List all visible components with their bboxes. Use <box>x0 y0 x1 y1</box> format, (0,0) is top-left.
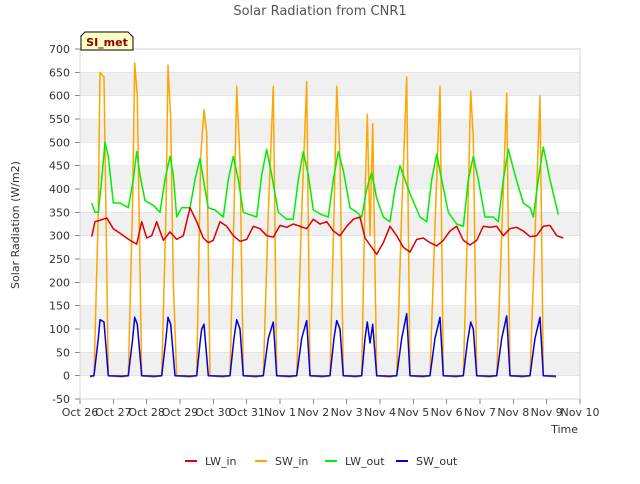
x-tick-label: Nov 7 <box>464 406 496 419</box>
y-tick-label: 300 <box>49 230 70 243</box>
x-tick-label: Oct 31 <box>228 406 265 419</box>
x-tick-label: Nov 8 <box>497 406 529 419</box>
x-axis-label: Time <box>550 423 578 436</box>
legend: LW_in SW_in LW_out SW_out <box>185 455 458 468</box>
x-tick-label: Oct 30 <box>195 406 232 419</box>
x-tick-label: Nov 5 <box>397 406 429 419</box>
y-axis-label: Solar Radiation (W/m2) <box>9 161 22 289</box>
y-tick-label: 350 <box>49 206 70 219</box>
y-tick-label: 550 <box>49 113 70 126</box>
grid-band <box>80 259 580 283</box>
chart-title: Solar Radiation from CNR1 <box>233 4 406 19</box>
legend-item-sw-out: SW_out <box>396 455 458 468</box>
legend-label: LW_in <box>205 455 237 468</box>
plot-frame <box>79 48 581 400</box>
legend-item-lw-out: LW_out <box>325 455 385 468</box>
y-tick-label: 600 <box>49 90 70 103</box>
x-tick-label: Nov 10 <box>561 406 600 419</box>
y-tick-label: 0 <box>63 370 70 383</box>
y-tick-label: 250 <box>49 253 70 266</box>
x-tick-label: Nov 4 <box>364 406 396 419</box>
y-tick-label: -50 <box>52 393 70 406</box>
y-tick-label: 650 <box>49 66 70 79</box>
legend-item-sw-in: SW_in <box>255 455 308 468</box>
series-line-sw-out <box>89 312 557 377</box>
x-tick-label: Oct 27 <box>95 406 132 419</box>
y-tick-label: 50 <box>56 346 70 359</box>
site-label-box: SI_met <box>80 31 134 51</box>
series-line-lw-in <box>90 206 564 256</box>
x-tick-label: Oct 26 <box>62 406 99 419</box>
grid-band <box>80 305 580 329</box>
x-tick-label: Oct 29 <box>162 406 199 419</box>
x-tick-label: Nov 6 <box>431 406 463 419</box>
x-tick-label: Nov 9 <box>531 406 563 419</box>
site-label: SI_met <box>86 36 128 49</box>
y-tick-label: 500 <box>49 136 70 149</box>
legend-item-lw-in: LW_in <box>185 455 237 468</box>
y-tick-label: 400 <box>49 183 70 196</box>
legend-label: SW_in <box>275 455 308 468</box>
y-tick-label: 200 <box>49 276 70 289</box>
y-tick-label: 450 <box>49 160 70 173</box>
grid-band <box>80 165 580 189</box>
grid-band <box>80 212 580 236</box>
x-tick-label: Oct 28 <box>128 406 165 419</box>
legend-label: LW_out <box>345 455 385 468</box>
y-tick-label: 150 <box>49 300 70 313</box>
y-axis: -50 0 50 100 150 200 250 300 350 400 450 500 550 600 6… <box>49 43 80 406</box>
legend-label: SW_out <box>416 455 458 468</box>
y-tick-label: 700 <box>49 43 70 56</box>
grid-band <box>80 72 580 96</box>
series-lines <box>89 62 564 378</box>
series-line-lw-out <box>90 141 560 228</box>
x-tick-label: Nov 1 <box>264 406 296 419</box>
y-tick-label: 100 <box>49 323 70 336</box>
x-tick-label: Nov 2 <box>297 406 329 419</box>
x-tick-label: Nov 3 <box>331 406 363 419</box>
